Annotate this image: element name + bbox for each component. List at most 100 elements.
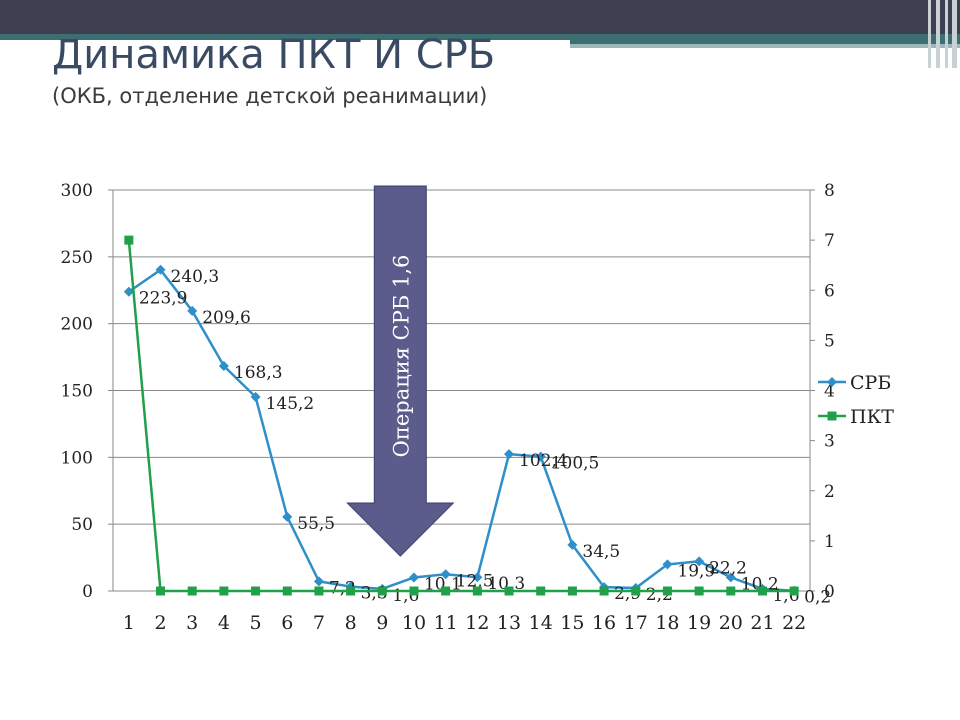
data-label-СРБ: 10,1 <box>424 574 462 594</box>
data-point-ПКТ <box>694 586 704 596</box>
legend-entry: ПКТ <box>850 406 894 428</box>
data-point-СРБ <box>694 556 705 567</box>
x-tick-label: 19 <box>687 612 711 634</box>
data-point-СРБ <box>218 361 229 372</box>
legend-marker <box>827 377 837 387</box>
y-right-tick-label: 3 <box>824 432 835 452</box>
data-point-ПКТ <box>377 586 387 596</box>
data-label-СРБ: 145,2 <box>266 394 315 414</box>
slide-subtitle: (ОКБ, отделение детской реанимации) <box>52 84 488 108</box>
x-tick-label: 16 <box>592 612 616 634</box>
x-tick-label: 2 <box>154 612 166 634</box>
data-point-СРБ <box>567 539 578 550</box>
x-tick-label: 4 <box>218 612 230 634</box>
x-tick-label: 17 <box>624 612 648 634</box>
data-point-ПКТ <box>726 586 736 596</box>
x-tick-label: 7 <box>313 612 325 634</box>
y-right-tick-label: 4 <box>824 382 835 402</box>
y-right-tick-label: 6 <box>824 281 835 301</box>
x-tick-label: 3 <box>186 612 198 634</box>
x-tick-label: 9 <box>376 612 388 634</box>
data-point-ПКТ <box>599 586 609 596</box>
data-point-СРБ <box>408 572 419 583</box>
y-left-tick-label: 250 <box>61 248 93 268</box>
x-tick-label: 12 <box>465 612 489 634</box>
data-label-СРБ: 223,9 <box>139 289 188 309</box>
data-point-ПКТ <box>156 586 166 596</box>
x-tick-label: 22 <box>782 612 806 634</box>
data-label-СРБ: 240,3 <box>171 267 220 287</box>
data-point-СРБ <box>725 572 736 583</box>
x-tick-label: 18 <box>655 612 679 634</box>
data-point-ПКТ <box>314 586 324 596</box>
data-point-СРБ <box>313 576 324 587</box>
data-point-ПКТ <box>124 235 134 245</box>
x-tick-label: 14 <box>529 612 553 634</box>
data-point-ПКТ <box>187 586 197 596</box>
x-tick-label: 5 <box>250 612 262 634</box>
y-left-tick-label: 50 <box>71 515 93 535</box>
annotation-arrow <box>346 185 455 557</box>
legend-entry: СРБ <box>850 372 891 394</box>
data-label-СРБ: 10,2 <box>741 574 779 594</box>
y-left-tick-label: 150 <box>61 382 93 402</box>
data-point-СРБ <box>123 286 134 297</box>
x-tick-label: 8 <box>345 612 357 634</box>
data-label-СРБ: 100,5 <box>551 454 600 474</box>
data-point-СРБ <box>472 572 483 583</box>
y-left-tick-label: 300 <box>61 181 93 201</box>
y-right-tick-label: 5 <box>824 331 835 351</box>
y-right-tick-label: 2 <box>824 482 835 502</box>
data-label-СРБ: 209,6 <box>202 308 251 328</box>
legend-marker <box>827 411 837 421</box>
data-point-ПКТ <box>757 586 767 596</box>
y-right-tick-label: 0 <box>824 582 835 602</box>
data-point-ПКТ <box>631 586 641 596</box>
data-label-СРБ: 19,9 <box>677 561 715 581</box>
data-point-ПКТ <box>219 586 229 596</box>
data-point-ПКТ <box>441 586 451 596</box>
x-tick-label: 1 <box>123 612 135 634</box>
x-tick-label: 21 <box>750 612 774 634</box>
data-label-СРБ: 102,4 <box>519 451 568 471</box>
data-label-СРБ: 12,5 <box>456 571 494 591</box>
data-label-СРБ: 0,2 <box>804 588 831 608</box>
data-point-СРБ <box>504 449 515 460</box>
x-tick-label: 6 <box>281 612 293 634</box>
annotation-label: Операция СРБ 1,6 <box>389 255 413 458</box>
data-point-ПКТ <box>282 586 292 596</box>
x-tick-label: 10 <box>402 612 426 634</box>
data-point-СРБ <box>440 569 451 580</box>
data-label-СРБ: 55,5 <box>297 514 335 534</box>
data-point-ПКТ <box>789 586 799 596</box>
x-tick-label: 13 <box>497 612 521 634</box>
x-tick-label: 11 <box>434 612 458 634</box>
data-point-СРБ <box>282 511 293 522</box>
data-point-СРБ <box>662 559 673 570</box>
top-banner <box>0 0 960 34</box>
data-label-СРБ: 22,2 <box>709 558 747 578</box>
x-tick-label: 15 <box>560 612 584 634</box>
y-left-tick-label: 0 <box>82 582 93 602</box>
corner-decoration <box>924 0 960 68</box>
data-point-СРБ <box>250 391 261 402</box>
data-point-ПКТ <box>567 586 577 596</box>
title-tab <box>0 40 570 68</box>
data-label-СРБ: 168,3 <box>234 363 283 383</box>
y-left-tick-label: 100 <box>61 448 93 468</box>
accent-stripe <box>0 34 960 44</box>
data-point-ПКТ <box>472 586 482 596</box>
data-label-СРБ: 34,5 <box>582 542 620 562</box>
x-tick-label: 20 <box>719 612 743 634</box>
series-line-ПКТ <box>127 240 795 593</box>
y-right-tick-label: 1 <box>824 532 835 552</box>
data-point-ПКТ <box>536 586 546 596</box>
data-point-ПКТ <box>662 586 672 596</box>
y-left-tick-label: 200 <box>61 315 93 335</box>
y-right-tick-label: 8 <box>824 181 835 201</box>
data-point-СРБ <box>155 264 166 275</box>
data-point-СРБ <box>535 451 546 462</box>
data-label-СРБ: 10,3 <box>487 574 525 594</box>
data-point-ПКТ <box>504 586 514 596</box>
